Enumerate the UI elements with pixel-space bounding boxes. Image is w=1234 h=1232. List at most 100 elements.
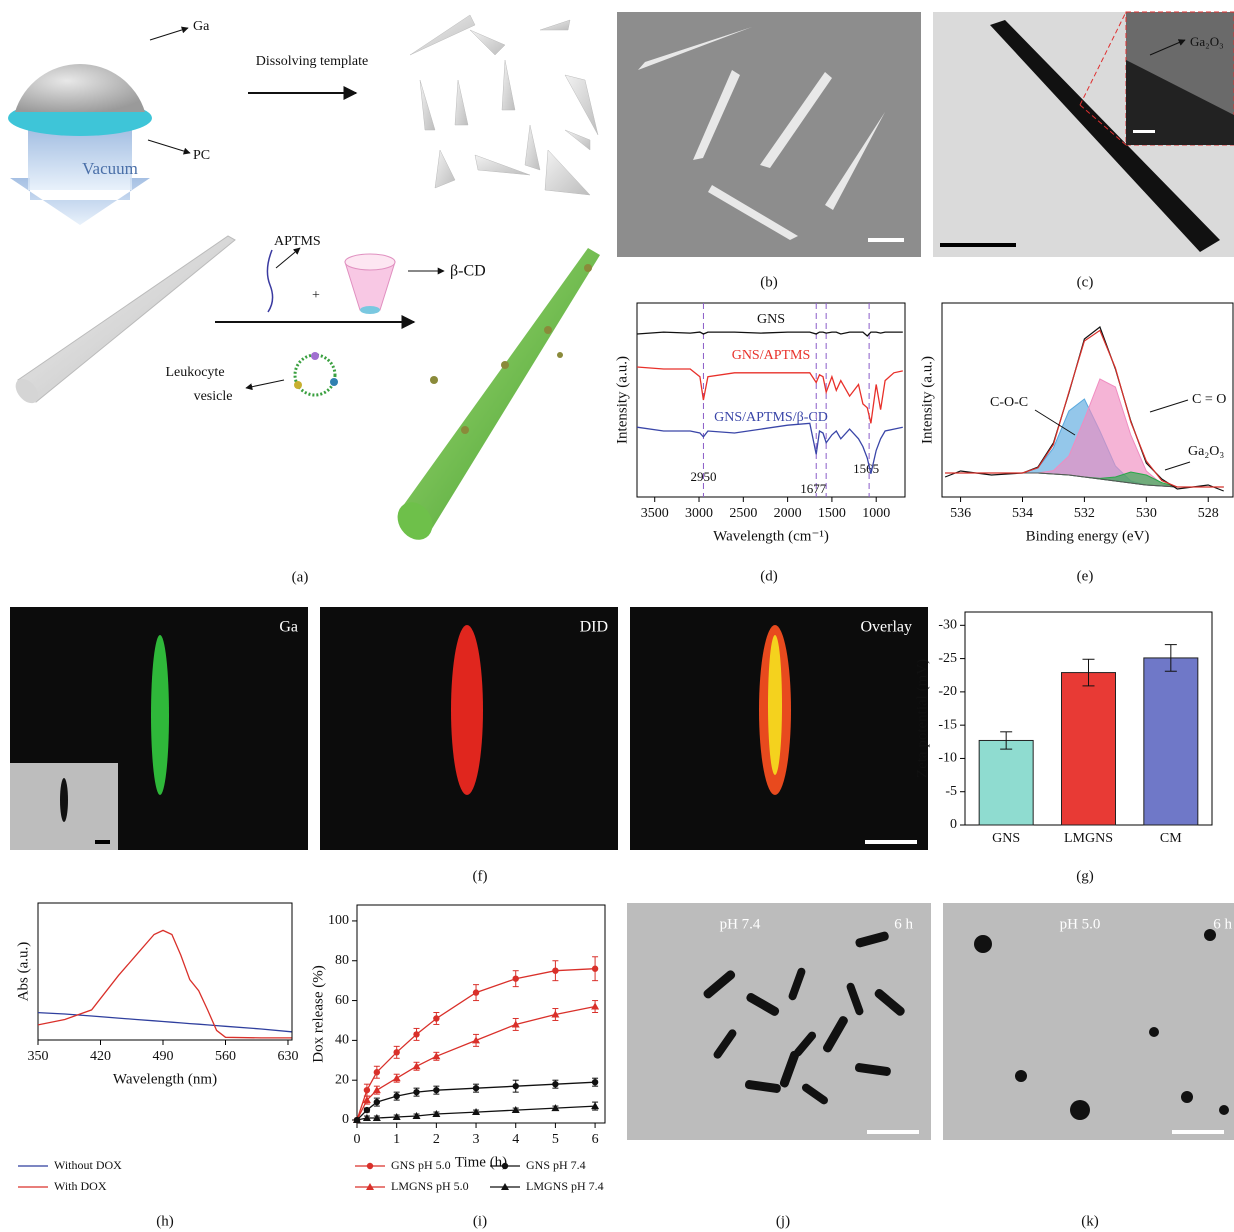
x-tick-label: 534 bbox=[1012, 506, 1033, 521]
panel-label: (h) bbox=[156, 1213, 174, 1229]
x-tick-label: 1 bbox=[393, 1132, 400, 1147]
y-tick-label: -15 bbox=[938, 717, 957, 732]
marker bbox=[433, 1087, 439, 1093]
label: 6 h bbox=[1213, 916, 1232, 932]
series-label: GNS bbox=[757, 312, 785, 327]
label: Ga₂O₃ bbox=[1190, 34, 1224, 49]
panel-label: (c) bbox=[1077, 274, 1094, 290]
x-tick-label: 630 bbox=[277, 1049, 298, 1064]
series-line bbox=[357, 1007, 595, 1121]
label: pH 5.0 bbox=[1060, 916, 1101, 932]
label: Overlay bbox=[860, 619, 912, 636]
y-tick-label: 40 bbox=[335, 1033, 349, 1048]
vesicle-protein bbox=[330, 378, 338, 386]
marker bbox=[591, 1102, 599, 1109]
marker bbox=[552, 967, 558, 973]
marker bbox=[513, 1083, 519, 1089]
label: pH 7.4 bbox=[720, 916, 761, 932]
plot-area bbox=[945, 327, 1224, 491]
fluorescence-images: Ga DID Overlay bbox=[10, 607, 928, 850]
marker bbox=[364, 1107, 370, 1113]
arrow bbox=[276, 248, 300, 268]
y-tick-label: 80 bbox=[335, 953, 349, 968]
bar bbox=[1062, 673, 1116, 825]
needles bbox=[410, 15, 598, 195]
coated-nanoneedle bbox=[400, 248, 600, 532]
legend-label: LMGNS pH 5.0 bbox=[391, 1179, 469, 1193]
sem-image bbox=[617, 12, 921, 257]
y-tick-label: -20 bbox=[938, 684, 957, 699]
x-tick-label: 3 bbox=[473, 1132, 480, 1147]
marker bbox=[502, 1163, 508, 1169]
label: PC bbox=[193, 148, 210, 163]
x-tick-label: 560 bbox=[215, 1049, 236, 1064]
x-tick-label: 532 bbox=[1074, 506, 1095, 521]
panel-label: (f) bbox=[473, 868, 488, 884]
pointer bbox=[1165, 462, 1190, 470]
tem-image: Ga₂O₃ bbox=[933, 12, 1234, 257]
panel-label: (b) bbox=[760, 274, 778, 290]
x-axis-label: Time (h) bbox=[455, 1154, 507, 1170]
x-axis-label: Wavelength (nm) bbox=[113, 1071, 217, 1087]
component-label: C-O-C bbox=[990, 395, 1028, 410]
marker bbox=[591, 1003, 599, 1010]
panel-label: (j) bbox=[776, 1213, 790, 1229]
plot-frame bbox=[38, 903, 292, 1040]
x-tick-label: 530 bbox=[1136, 506, 1157, 521]
x-tick-label: 3000 bbox=[685, 506, 713, 521]
tem-ph-images: pH 7.4 6 h pH 5.0 6 h bbox=[627, 903, 1234, 1140]
x-axis-label: Binding energy (eV) bbox=[1026, 528, 1150, 544]
marker bbox=[513, 975, 519, 981]
beta-cd-base bbox=[360, 306, 380, 314]
vesicle-protein bbox=[294, 381, 302, 389]
component-label: C = O bbox=[1192, 392, 1226, 407]
marker bbox=[592, 966, 598, 972]
panel-label: (i) bbox=[473, 1213, 487, 1229]
aptms-molecule bbox=[267, 250, 272, 312]
x-tick-label: 1000 bbox=[862, 506, 890, 521]
y-tick-label: 100 bbox=[328, 913, 349, 928]
marker bbox=[592, 1079, 598, 1085]
legend-label: GNS pH 5.0 bbox=[391, 1158, 451, 1172]
arrow bbox=[246, 380, 284, 388]
y-tick-label: 0 bbox=[342, 1112, 349, 1127]
x-tick-label: 2500 bbox=[729, 506, 757, 521]
y-axis-label: Dox release (%) bbox=[310, 965, 326, 1062]
marker bbox=[433, 1015, 439, 1021]
ga-dome bbox=[15, 64, 145, 112]
marker bbox=[374, 1069, 380, 1075]
marker bbox=[393, 1074, 401, 1081]
label: vesicle bbox=[194, 389, 233, 404]
x-axis-label: Wavelength (cm⁻¹) bbox=[713, 528, 829, 544]
marker bbox=[364, 1087, 370, 1093]
label: Dissolving template bbox=[256, 54, 368, 69]
schematic: Ga Dissolving template PC Vacuum APTMS +… bbox=[8, 15, 600, 547]
y-tick-label: -25 bbox=[938, 651, 957, 666]
y-axis-label: Abs (a.u.) bbox=[15, 942, 31, 1002]
annotation: 2950 bbox=[690, 469, 716, 484]
x-tick-label: CM bbox=[1160, 831, 1182, 846]
annotation: 1565 bbox=[853, 461, 879, 476]
x-tick-label: LMGNS bbox=[1064, 831, 1113, 846]
plot-area bbox=[38, 930, 292, 1038]
x-tick-label: 6 bbox=[592, 1132, 599, 1147]
y-axis-label: Intensity (a.u.) bbox=[614, 356, 630, 444]
label: + bbox=[312, 288, 320, 303]
marker bbox=[413, 1031, 419, 1037]
marker bbox=[373, 1086, 381, 1093]
label: DID bbox=[580, 619, 608, 636]
marker bbox=[393, 1093, 399, 1099]
x-tick-label: GNS bbox=[992, 831, 1020, 846]
y-tick-label: -10 bbox=[938, 751, 957, 766]
marker bbox=[473, 1085, 479, 1091]
arrow bbox=[150, 28, 188, 40]
x-tick-label: 2000 bbox=[774, 506, 802, 521]
component-area bbox=[945, 379, 1224, 487]
panel-label: (d) bbox=[760, 568, 778, 584]
annotation: 1677 bbox=[800, 481, 827, 496]
label: APTMS bbox=[274, 234, 321, 249]
x-tick-label: 4 bbox=[512, 1132, 519, 1147]
series-label: GNS/APTMS/β-CD bbox=[714, 410, 828, 425]
y-tick-label: 20 bbox=[335, 1072, 349, 1087]
x-tick-label: 0 bbox=[354, 1132, 361, 1147]
